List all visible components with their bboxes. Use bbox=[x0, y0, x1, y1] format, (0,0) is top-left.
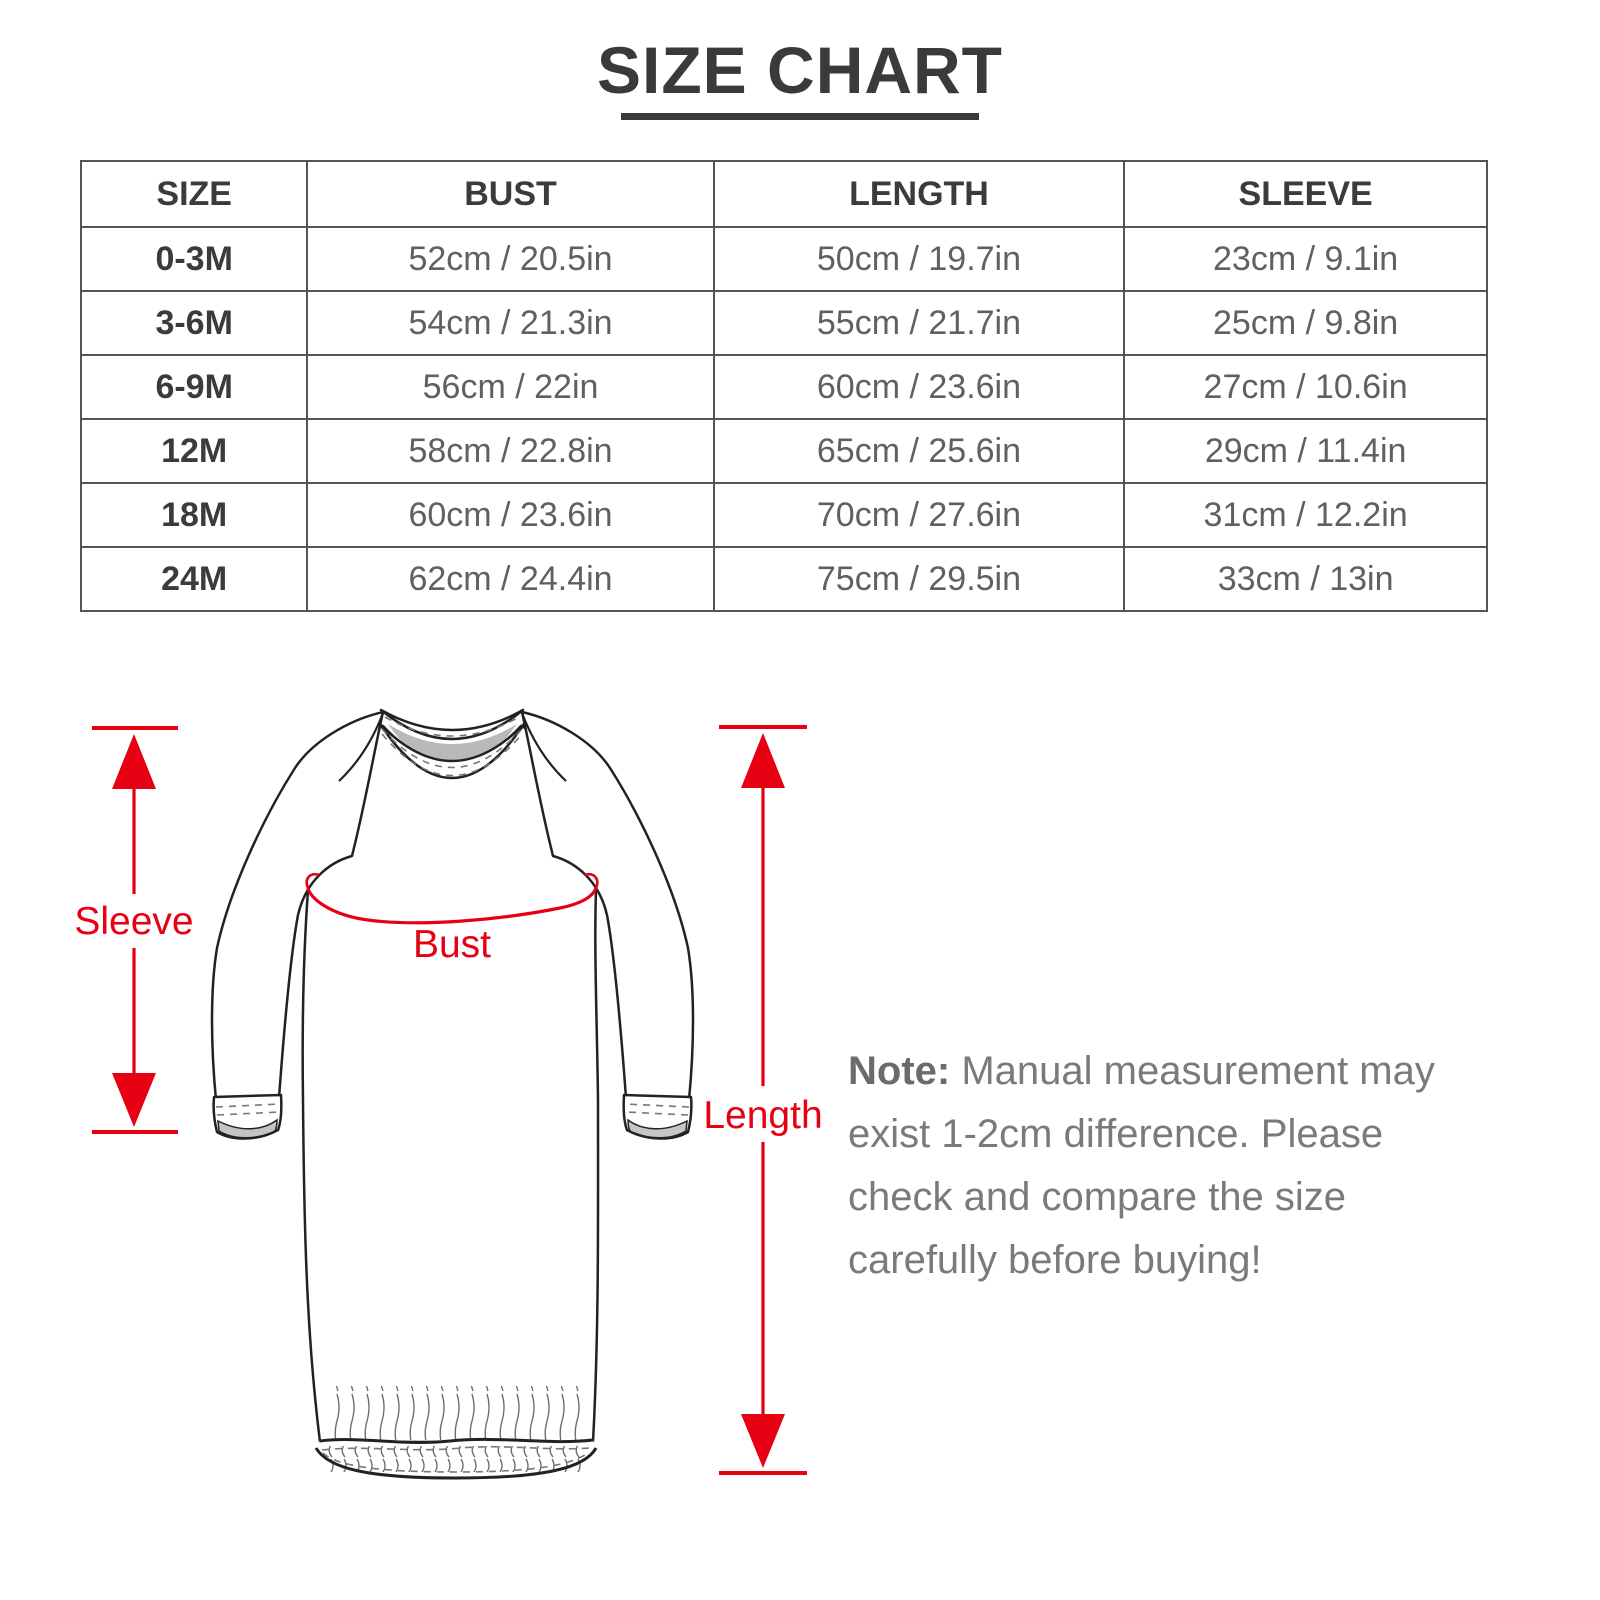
right-cuff bbox=[622, 1093, 693, 1140]
length-cell: 65cm / 25.6in bbox=[712, 418, 1126, 484]
column-header-length: LENGTH bbox=[712, 160, 1126, 228]
left-cuff bbox=[212, 1093, 283, 1140]
size-cell: 0-3M bbox=[79, 226, 309, 292]
size-chart-table: SIZE BUST LENGTH SLEEVE 0-3M 52cm / 20.5… bbox=[79, 160, 1488, 612]
sleeve-cell: 23cm / 9.1in bbox=[1123, 226, 1488, 292]
column-header-sleeve: SLEEVE bbox=[1123, 160, 1488, 228]
sleeve-label: Sleeve bbox=[74, 900, 193, 943]
size-cell: 3-6M bbox=[79, 290, 309, 356]
table-row: 0-3M 52cm / 20.5in 50cm / 19.7in 23cm / … bbox=[79, 226, 1488, 292]
table-row: 12M 58cm / 22.8in 65cm / 25.6in 29cm / 1… bbox=[79, 418, 1488, 484]
length-label: Length bbox=[703, 1094, 822, 1137]
bust-cell: 62cm / 24.4in bbox=[306, 546, 715, 612]
left-shoulder-flap-line bbox=[338, 712, 385, 782]
length-cell: 50cm / 19.7in bbox=[712, 226, 1126, 292]
sleeve-measure-arrow bbox=[92, 726, 178, 1134]
table-row: 3-6M 54cm / 21.3in 55cm / 21.7in 25cm / … bbox=[79, 290, 1488, 356]
bust-label: Bust bbox=[413, 923, 491, 966]
title-underline bbox=[621, 112, 979, 120]
bust-cell: 58cm / 22.8in bbox=[306, 418, 715, 484]
sleeve-cell: 27cm / 10.6in bbox=[1123, 354, 1488, 420]
column-header-size: SIZE bbox=[79, 160, 309, 228]
table-row: 18M 60cm / 23.6in 70cm / 27.6in 31cm / 1… bbox=[79, 482, 1488, 548]
measurement-note: Note: Manual measurement may exist 1-2cm… bbox=[848, 1040, 1498, 1292]
table-header-row: SIZE BUST LENGTH SLEEVE bbox=[79, 160, 1488, 228]
length-cell: 60cm / 23.6in bbox=[712, 354, 1126, 420]
note-label: Note: bbox=[848, 1049, 951, 1093]
sleeve-cell: 33cm / 13in bbox=[1123, 546, 1488, 612]
sleeve-cell: 29cm / 11.4in bbox=[1123, 418, 1488, 484]
table-row: 24M 62cm / 24.4in 75cm / 29.5in 33cm / 1… bbox=[79, 546, 1488, 612]
back-neck-band bbox=[379, 708, 525, 741]
size-cell: 6-9M bbox=[79, 354, 309, 420]
sleeve-cell: 31cm / 12.2in bbox=[1123, 482, 1488, 548]
sleeve-cell: 25cm / 9.8in bbox=[1123, 290, 1488, 356]
size-cell: 12M bbox=[79, 418, 309, 484]
bust-cell: 56cm / 22in bbox=[306, 354, 715, 420]
column-header-bust: BUST bbox=[306, 160, 715, 228]
length-cell: 55cm / 21.7in bbox=[712, 290, 1126, 356]
length-cell: 70cm / 27.6in bbox=[712, 482, 1126, 548]
note-text: Manual measurement may exist 1-2cm diffe… bbox=[848, 1049, 1435, 1282]
size-cell: 24M bbox=[79, 546, 309, 612]
bust-cell: 60cm / 23.6in bbox=[306, 482, 715, 548]
gathered-hem bbox=[314, 1386, 598, 1480]
size-cell: 18M bbox=[79, 482, 309, 548]
bust-measure-arc bbox=[305, 873, 599, 925]
table-row: 6-9M 56cm / 22in 60cm / 23.6in 27cm / 10… bbox=[79, 354, 1488, 420]
length-measure-arrow bbox=[719, 725, 807, 1475]
length-cell: 75cm / 29.5in bbox=[712, 546, 1126, 612]
page-title: SIZE CHART bbox=[597, 33, 1003, 107]
right-shoulder-flap-line bbox=[520, 712, 567, 782]
envelope-neckline bbox=[338, 708, 567, 782]
bust-cell: 52cm / 20.5in bbox=[306, 226, 715, 292]
page-header: SIZE CHART bbox=[0, 34, 1600, 120]
bust-cell: 54cm / 21.3in bbox=[306, 290, 715, 356]
